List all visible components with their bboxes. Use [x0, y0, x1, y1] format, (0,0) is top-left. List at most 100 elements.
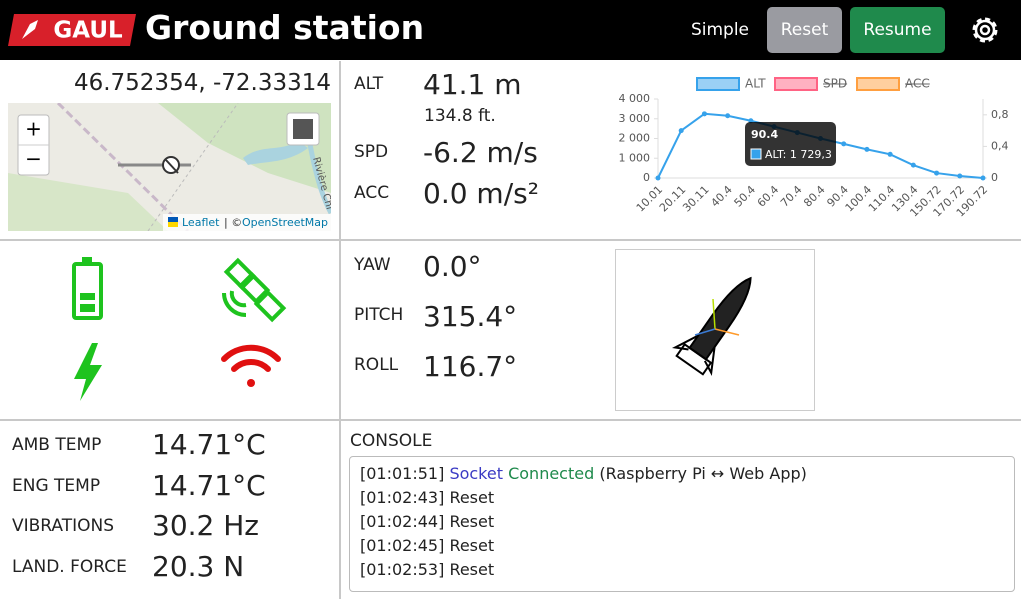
y-tick-label: 1 000: [619, 151, 651, 164]
label: LAND. FORCE: [12, 557, 127, 577]
osm-link[interactable]: OpenStreetMap: [242, 216, 328, 229]
value: 14.71°C: [152, 469, 266, 502]
data-point: [934, 170, 940, 176]
value: 41.1 m: [423, 68, 522, 101]
x-tick-label: 60.4: [755, 183, 782, 210]
console-line: [01:02:43] Reset: [360, 488, 494, 507]
coordinates: 46.752354, -72.33314: [73, 70, 331, 96]
y-tick-label: 2 000: [619, 132, 651, 145]
leaflet-link[interactable]: Leaflet: [182, 216, 220, 229]
simple-button[interactable]: Simple: [690, 20, 750, 40]
x-tick-label: 50.4: [732, 183, 759, 210]
sub-value: 134.8 ft.: [424, 106, 496, 126]
tooltip-title: 90.4: [751, 128, 778, 141]
data-point: [701, 111, 707, 117]
tooltip: 90.4 ALT: 1 729,3: [745, 122, 836, 166]
separator: [0, 239, 1021, 241]
separator: [339, 61, 341, 599]
tooltip-swatch: [750, 148, 762, 160]
label: VIBRATIONS: [12, 516, 115, 536]
data-point: [887, 151, 893, 157]
label: YAW: [354, 255, 391, 275]
message: Reset: [449, 536, 495, 555]
socket-label: Socket: [449, 464, 503, 483]
message: Reset: [449, 488, 495, 507]
zoom-out[interactable]: −: [25, 147, 42, 171]
message: Reset: [449, 560, 495, 579]
console-line: [01:02:53] Reset: [360, 560, 494, 579]
zoom-in[interactable]: +: [25, 117, 42, 141]
value: 0.0°: [423, 250, 482, 283]
timestamp: [01:02:45]: [360, 536, 445, 555]
console-line: [01:01:51] Socket Connected (Raspberry P…: [360, 464, 807, 483]
data-point: [841, 141, 847, 147]
attribution: | ©: [224, 216, 242, 229]
settings-icon[interactable]: [968, 13, 1002, 47]
logo-text: GAUL: [53, 18, 123, 44]
console-line: [01:02:44] Reset: [360, 512, 494, 531]
map[interactable]: Rivière Chi + − Leaflet | © OpenStreetMa…: [8, 103, 331, 231]
y-tick-label: 3 000: [619, 112, 651, 125]
label: SPD: [354, 142, 389, 162]
status-icons: [72, 257, 287, 401]
data-point: [725, 113, 731, 119]
label: ROLL: [354, 355, 399, 375]
data-point: [980, 175, 986, 181]
x-tick-label: 30.11: [680, 183, 711, 214]
separator: [0, 419, 1021, 421]
y-tick-label: 4 000: [619, 92, 651, 105]
battery-icon: [72, 257, 103, 320]
label: ALT: [354, 74, 384, 94]
value: 14.71°C: [152, 428, 266, 461]
label: PITCH: [354, 305, 404, 325]
console-line: [01:02:45] Reset: [360, 536, 494, 555]
resume-button[interactable]: Resume: [850, 7, 945, 53]
y2-tick-label: 0: [991, 171, 998, 184]
timestamp: [01:01:51]: [360, 464, 445, 483]
logo: GAUL: [8, 14, 136, 46]
value: 30.2 Hz: [152, 509, 259, 542]
data-point: [957, 173, 963, 179]
label: AMB TEMP: [12, 435, 102, 455]
reset-button[interactable]: Reset: [767, 7, 842, 53]
label: ENG TEMP: [12, 476, 101, 496]
value: 20.3 N: [152, 550, 245, 583]
signal-icon: [221, 344, 281, 387]
data-point: [678, 128, 684, 134]
value: 315.4°: [423, 300, 518, 333]
data-point: [748, 118, 754, 124]
timestamp: [01:02:43]: [360, 488, 445, 507]
data-point: [655, 175, 661, 181]
power-icon: [74, 343, 102, 401]
y-tick-label: 0: [643, 171, 650, 184]
data-point: [910, 162, 916, 168]
x-tick-label: 80.4: [801, 183, 828, 210]
tooltip-box: [745, 122, 836, 166]
satellite-icon: [222, 257, 287, 323]
header: GAUL Ground station Simple Reset Resume: [0, 0, 1021, 60]
x-tick-label: 70.4: [778, 183, 805, 210]
timestamp: [01:02:53]: [360, 560, 445, 579]
value: 116.7°: [423, 350, 518, 383]
console-title: CONSOLE: [350, 431, 433, 451]
legend-swatch: [856, 77, 900, 91]
data-point: [864, 146, 870, 152]
y2-tick-label: 0,8: [991, 108, 1009, 121]
rocket-view: [615, 249, 815, 411]
status: Connected: [508, 464, 595, 483]
legend-label: ALT: [745, 77, 766, 91]
tooltip-text: ALT: 1 729,3: [765, 148, 832, 161]
label: ACC: [354, 183, 390, 203]
value: -6.2 m/s: [423, 136, 538, 169]
timestamp: [01:02:44]: [360, 512, 445, 531]
x-tick-label: 40.4: [708, 183, 735, 210]
legend-swatch: [774, 77, 818, 91]
value: 0.0 m/s²: [423, 177, 539, 210]
console: [01:01:51] Socket Connected (Raspberry P…: [349, 456, 1015, 592]
message: Reset: [449, 512, 495, 531]
legend-swatch: [696, 77, 740, 91]
app-title: Ground station: [145, 8, 425, 47]
y2-tick-label: 0,4: [991, 139, 1009, 152]
